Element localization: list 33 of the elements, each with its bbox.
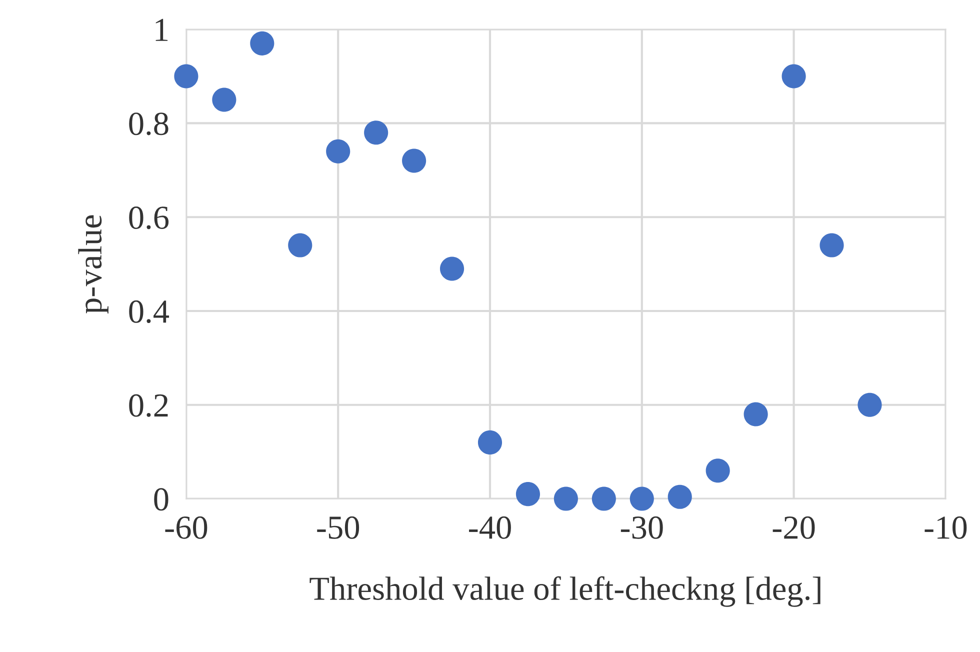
- y-tick-label: 0: [154, 488, 168, 511]
- x-tick-label: -20: [772, 516, 815, 539]
- point: [174, 64, 198, 88]
- point: [288, 233, 312, 258]
- point: [364, 120, 388, 145]
- y-tick-label: 0.4: [129, 300, 170, 324]
- x-tick-label: -50: [317, 516, 360, 539]
- point: [212, 88, 236, 112]
- point: [326, 139, 350, 164]
- x-axis-title: Threshold value of left-checkng [deg.]: [310, 576, 820, 607]
- point: [554, 486, 578, 511]
- point: [250, 31, 274, 56]
- point: [592, 486, 616, 511]
- point: [706, 458, 730, 483]
- point: [782, 64, 806, 88]
- point: [478, 430, 502, 454]
- point: [440, 256, 464, 281]
- point: [516, 482, 540, 506]
- point: [820, 233, 844, 258]
- point: [668, 484, 692, 509]
- point: [402, 148, 426, 173]
- x-tick-label: -30: [620, 516, 663, 539]
- point: [630, 486, 654, 511]
- y-axis-title: p-value: [78, 215, 108, 314]
- point: [858, 392, 882, 417]
- y-tick-label: 0.8: [129, 112, 168, 136]
- y-tick-label: 0.2: [129, 394, 168, 417]
- point: [744, 402, 768, 426]
- x-tick-label: -60: [165, 516, 208, 539]
- x-tick-label: -10: [924, 516, 967, 539]
- y-tick-label: 0.6: [129, 206, 169, 230]
- x-tick-label: -40: [469, 516, 511, 539]
- y-tick-label: 1: [156, 18, 168, 41]
